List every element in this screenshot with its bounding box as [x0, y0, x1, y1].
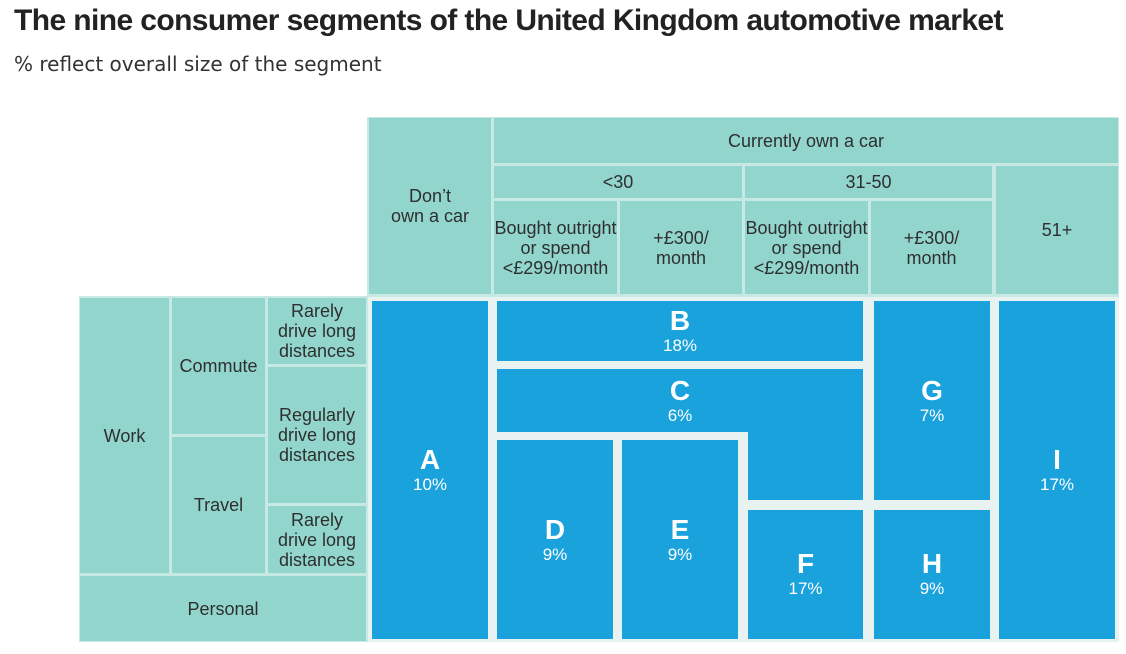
- col-header-under30: <30: [494, 166, 742, 198]
- col-header-31-50: 31-50: [745, 166, 992, 198]
- segment-b: B 18%: [497, 301, 863, 361]
- segment-a: A 10%: [372, 301, 488, 639]
- segment-d: D 9%: [497, 440, 613, 639]
- col-header-bought-outright-31-50: Bought outright or spend <£299/month: [745, 201, 868, 294]
- segment-h: H 9%: [874, 510, 990, 639]
- segment-f: F 17%: [748, 510, 863, 639]
- segment-i: I 17%: [999, 301, 1115, 639]
- segment-c-leg: [748, 430, 863, 500]
- page-subtitle: % reflect overall size of the segment: [14, 52, 382, 76]
- col-header-dont-own: Don’t own a car: [369, 118, 491, 294]
- row-header-commute: Commute: [172, 298, 265, 434]
- segment-e: E 9%: [622, 440, 738, 639]
- segment-c: C 6%: [667, 374, 693, 425]
- row-header-rarely-travel: Rarely drive long distances: [268, 506, 366, 573]
- segment-c-top: [497, 369, 863, 432]
- row-header-travel: Travel: [172, 437, 265, 573]
- page-title: The nine consumer segments of the United…: [14, 4, 1003, 37]
- row-header-personal: Personal: [80, 576, 366, 641]
- row-header-work: Work: [80, 298, 169, 573]
- col-header-plus300-under30: +£300/month: [620, 201, 742, 294]
- col-header-51plus: 51+: [996, 166, 1118, 294]
- col-header-bought-outright-under30: Bought outright or spend <£299/month: [494, 201, 617, 294]
- segment-g: G 7%: [874, 301, 990, 500]
- col-header-plus300-31-50: +£300/month: [871, 201, 992, 294]
- row-header-rarely-commute: Rarely drive long distances: [268, 298, 366, 364]
- col-header-currently-own: Currently own a car: [494, 118, 1118, 163]
- row-header-regularly: Regularly drive long distances: [268, 367, 366, 503]
